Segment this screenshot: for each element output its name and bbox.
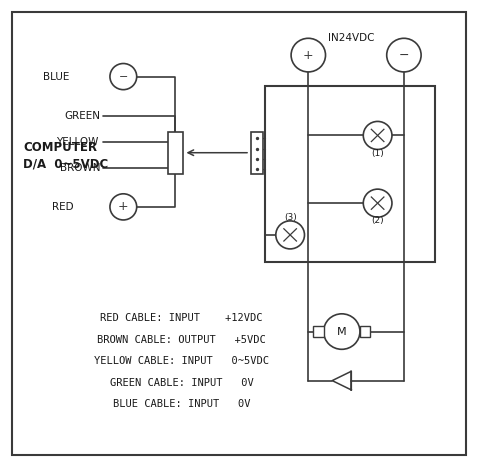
Bar [313,326,324,337]
Text: M: M [337,326,347,337]
Text: COMPUTER: COMPUTER [23,141,97,154]
Circle shape [324,314,360,349]
Text: YELLOW: YELLOW [55,136,98,147]
Circle shape [291,38,326,72]
Text: GREEN: GREEN [65,111,100,121]
Text: RED CABLE: INPUT    +12VDC: RED CABLE: INPUT +12VDC [100,313,263,324]
Text: YELLOW CABLE: INPUT   0~5VDC: YELLOW CABLE: INPUT 0~5VDC [94,356,269,367]
Text: (1): (1) [371,149,384,158]
Circle shape [276,221,304,249]
Text: (3): (3) [284,212,296,222]
Circle shape [363,121,392,149]
Bar [265,86,435,262]
Circle shape [387,38,421,72]
Text: +: + [303,49,314,62]
Bar [360,326,370,337]
Circle shape [363,189,392,217]
Text: +: + [118,200,129,213]
Circle shape [110,64,137,90]
Text: BROWN CABLE: OUTPUT   +5VDC: BROWN CABLE: OUTPUT +5VDC [97,335,266,345]
Text: GREEN CABLE: INPUT   0V: GREEN CABLE: INPUT 0V [110,378,253,388]
Text: (2): (2) [371,216,384,226]
Text: IN24VDC: IN24VDC [328,33,375,43]
Circle shape [110,194,137,220]
Bar [168,132,183,174]
Text: BLUE CABLE: INPUT   0V: BLUE CABLE: INPUT 0V [113,399,250,410]
Text: −: − [399,49,409,62]
Text: BLUE: BLUE [43,71,69,82]
Bar [251,132,263,174]
Text: BROWN: BROWN [60,163,100,173]
Text: D/A  0~5VDC: D/A 0~5VDC [23,158,108,171]
Text: −: − [119,71,128,82]
Text: RED: RED [53,202,74,212]
